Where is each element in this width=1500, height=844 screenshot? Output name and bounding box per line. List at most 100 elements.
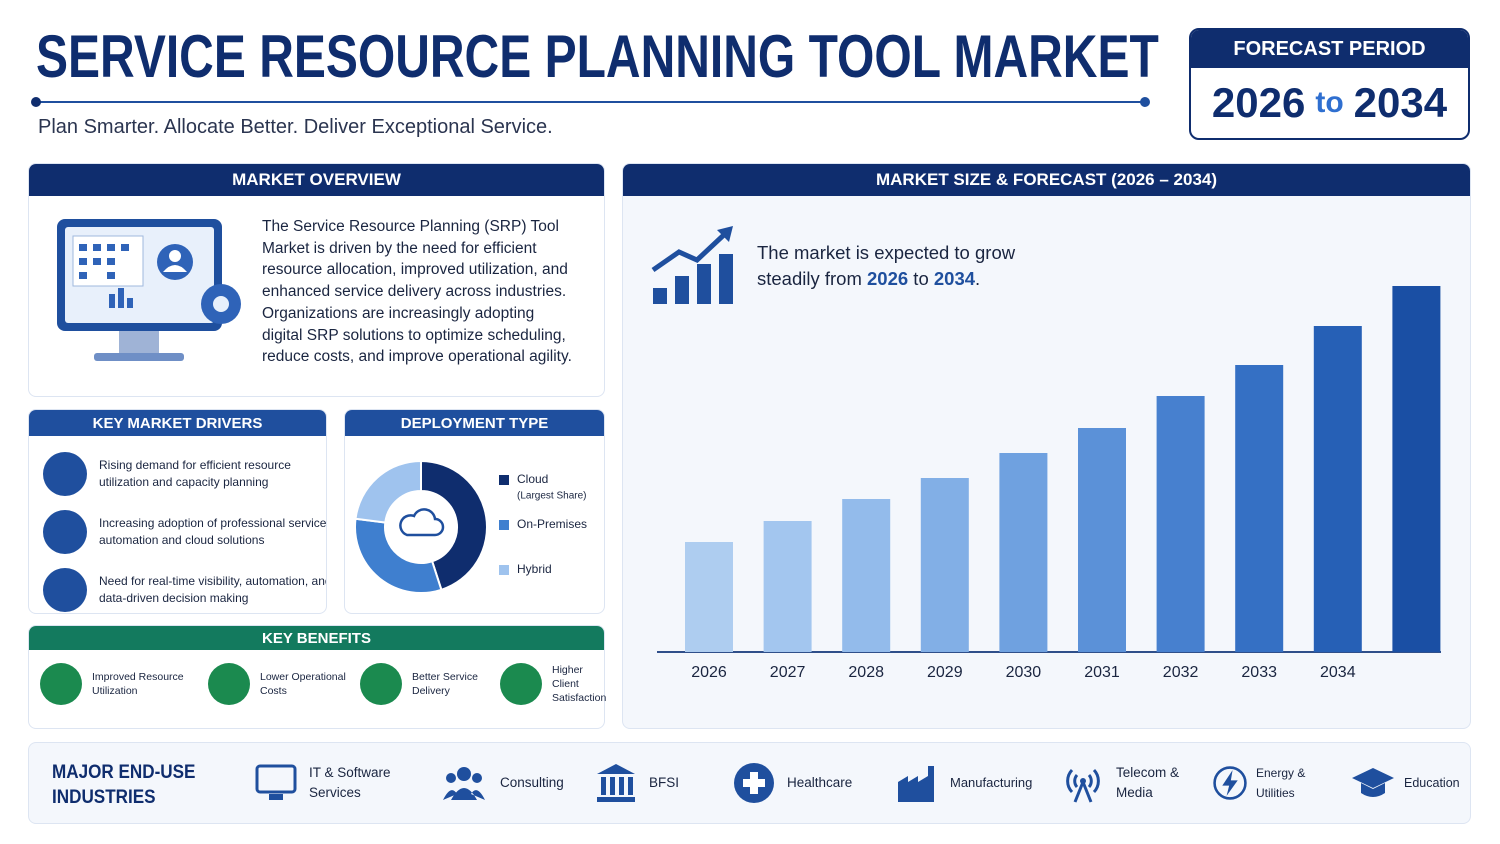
deployment-chart: Cloud (Largest Share) On-Premises Hybrid [354, 459, 587, 594]
industry-name: Healthcare [787, 775, 853, 790]
cloud-icon [399, 508, 445, 537]
legend-swatch [499, 475, 509, 485]
forecast-chart: 2026 2027 2028 2029 2030 2031 2032 2033 2034 [657, 286, 1441, 681]
x-tick-label: 2030 [1006, 664, 1042, 681]
legend-note: (Largest Share) [517, 491, 586, 502]
driver-icon [43, 568, 87, 612]
driver-text: Increasing adoption of professional serv… [99, 516, 327, 547]
deployment-heading: DEPLOYMENT TYPE [345, 410, 604, 436]
benefit-icon [360, 663, 402, 705]
note-text: . [975, 268, 981, 289]
overview-heading: MARKET OVERVIEW [29, 164, 604, 196]
driver-item: Need for real-time visibility, automatio… [43, 564, 327, 613]
donut-slice [354, 517, 443, 594]
industry-name: BFSI [649, 775, 680, 790]
benefit-text: Improved Resource Utilization [92, 671, 184, 697]
page-title: SERVICE RESOURCE PLANNING TOOL MARKET [36, 23, 1159, 90]
forecast-heading: MARKET SIZE & FORECAST (2026 – 2034) [623, 164, 1470, 196]
note-text: The market is expected to grow steadily … [757, 242, 1016, 289]
benefit-icon [208, 663, 250, 705]
legend-swatch [499, 520, 509, 530]
industry-name: Telecom & Media [1116, 765, 1180, 800]
industry-item: Education [1352, 752, 1462, 814]
industry-icon [1213, 766, 1247, 800]
legend-swatch [499, 565, 509, 575]
bar [1392, 286, 1441, 652]
industry-name: Manufacturing [950, 775, 1033, 790]
forecast-label: FORECAST PERIOD [1191, 30, 1468, 68]
driver-item: Increasing adoption of professional serv… [43, 506, 327, 558]
industry-name: Consulting [500, 775, 564, 790]
forecast-panel: MARKET SIZE & FORECAST (2026 – 2034) The… [622, 163, 1471, 729]
industry-item: Energy & Utilities [1212, 752, 1342, 814]
industry-item: BFSI [595, 752, 695, 814]
forecast-connector: to [1315, 86, 1344, 119]
benefit-icon [500, 663, 542, 705]
legend-label: Cloud [517, 472, 548, 486]
x-tick-label: 2026 [691, 664, 727, 681]
driver-icon [43, 452, 87, 496]
note-year: 2034 [933, 268, 976, 289]
overview-panel: MARKET OVERVIEW The Service Resource Pla… [28, 163, 605, 397]
monitor-illustration [57, 219, 241, 361]
industry-name: Energy & Utilities [1256, 766, 1306, 800]
drivers-heading: KEY MARKET DRIVERS [29, 410, 326, 436]
forecast-range: 2026 to 2034 [1191, 68, 1468, 138]
bar [763, 521, 812, 652]
benefit-text: Lower Operational Costs [260, 671, 346, 697]
donut-slice [354, 459, 422, 524]
growth-icon [651, 226, 733, 304]
benefits-heading: KEY BENEFITS [29, 626, 604, 650]
industry-item: Consulting [440, 752, 565, 814]
x-tick-label: 2028 [848, 664, 884, 681]
note-year: 2026 [867, 268, 909, 289]
industry-item: Manufacturing [896, 752, 1036, 814]
subtitle: Plan Smarter. Allocate Better. Deliver E… [38, 116, 553, 138]
x-tick-label: 2034 [1320, 664, 1356, 681]
benefit-item: Improved Resource Utilization [40, 658, 190, 710]
bar [999, 453, 1048, 652]
x-tick-label: 2027 [770, 664, 806, 681]
x-tick-label: 2032 [1163, 664, 1199, 681]
industry-item: Healthcare [733, 752, 863, 814]
benefit-item: Lower Operational Costs [208, 658, 348, 710]
benefit-icon [40, 663, 82, 705]
forecast-end: 2034 [1353, 79, 1448, 126]
bar [842, 499, 891, 652]
x-tick-label: 2033 [1241, 664, 1277, 681]
forecast-box: FORECAST PERIOD 2026 to 2034 [1189, 28, 1470, 140]
bar [685, 542, 733, 652]
driver-item: Rising demand for efficient resource uti… [43, 448, 326, 500]
bar [1156, 396, 1205, 652]
bar [920, 478, 969, 652]
benefit-item: Higher Client Satisfaction [500, 658, 607, 710]
legend-label: On-Premises [517, 517, 587, 531]
bar [1078, 428, 1126, 652]
title-rule [31, 97, 1150, 107]
note-text: to [908, 268, 934, 289]
industry-icon [597, 764, 635, 802]
industry-icon [898, 766, 934, 802]
bar [1313, 326, 1362, 652]
driver-text: Rising demand for efficient resource uti… [99, 458, 291, 489]
donut-slice [420, 459, 488, 592]
industry-item: Telecom & Media [1062, 752, 1187, 814]
industry-icon [1066, 768, 1100, 803]
industry-icon [255, 764, 297, 800]
legend-label: Hybrid [517, 562, 552, 576]
industry-icon [443, 767, 485, 800]
x-tick-label: 2031 [1084, 664, 1120, 681]
forecast-start: 2026 [1211, 79, 1306, 126]
benefit-item: Better Service Delivery [360, 658, 480, 710]
overview-text: The Service Resource Planning (SRP) Tool… [262, 218, 572, 366]
industry-icon [734, 763, 774, 803]
driver-text: Need for real-time visibility, automatio… [99, 574, 327, 605]
industry-icon [1352, 768, 1394, 797]
benefit-text: Higher Client Satisfaction [552, 664, 607, 704]
forecast-note: The market is expected to grow steadily … [757, 240, 1057, 292]
industries-heading: MAJOR END-USE INDUSTRIES [52, 762, 196, 808]
bar [1235, 365, 1284, 652]
benefit-text: Better Service Delivery [412, 671, 478, 697]
industry-name: IT & Software Services [309, 765, 391, 800]
